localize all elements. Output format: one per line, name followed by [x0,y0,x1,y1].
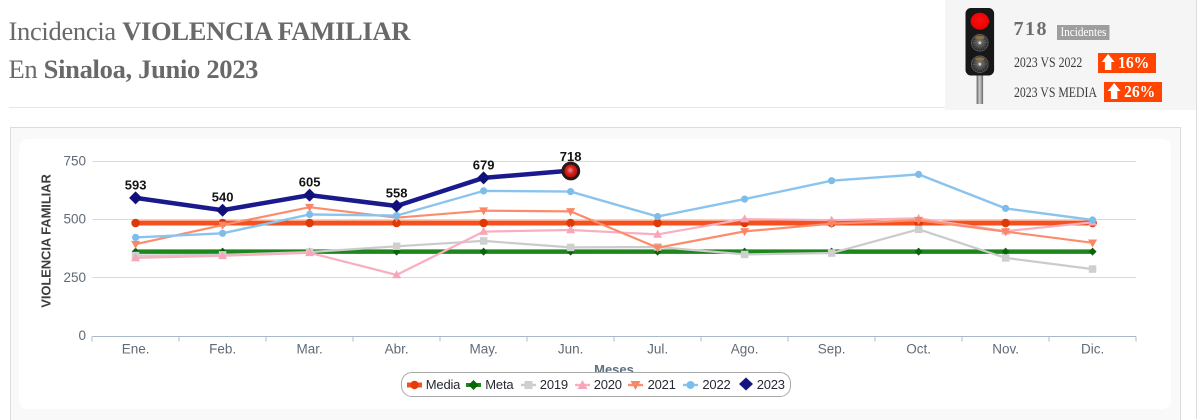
svg-text:Oct.: Oct. [906,342,931,357]
svg-text:718: 718 [560,149,582,164]
svg-text:679: 679 [473,157,495,172]
svg-text:0: 0 [78,328,86,343]
svg-text:Feb.: Feb. [209,342,236,357]
svg-text:Ago.: Ago. [731,342,759,357]
svg-text:558: 558 [386,186,408,201]
svg-text:Mar.: Mar. [296,342,322,357]
svg-text:Dic.: Dic. [1081,342,1104,357]
svg-text:Nov.: Nov. [992,342,1019,357]
svg-text:Sep.: Sep. [818,342,846,357]
svg-text:Abr.: Abr. [385,342,409,357]
svg-text:Jun.: Jun. [558,342,584,357]
svg-text:250: 250 [63,270,86,285]
svg-text:605: 605 [299,175,321,190]
svg-text:May.: May. [469,342,497,357]
svg-text:Ene.: Ene. [122,342,150,357]
svg-text:540: 540 [212,190,234,205]
svg-text:Jul.: Jul. [647,342,668,357]
svg-text:593: 593 [125,177,147,192]
svg-text:750: 750 [63,153,86,168]
svg-text:500: 500 [63,212,86,227]
